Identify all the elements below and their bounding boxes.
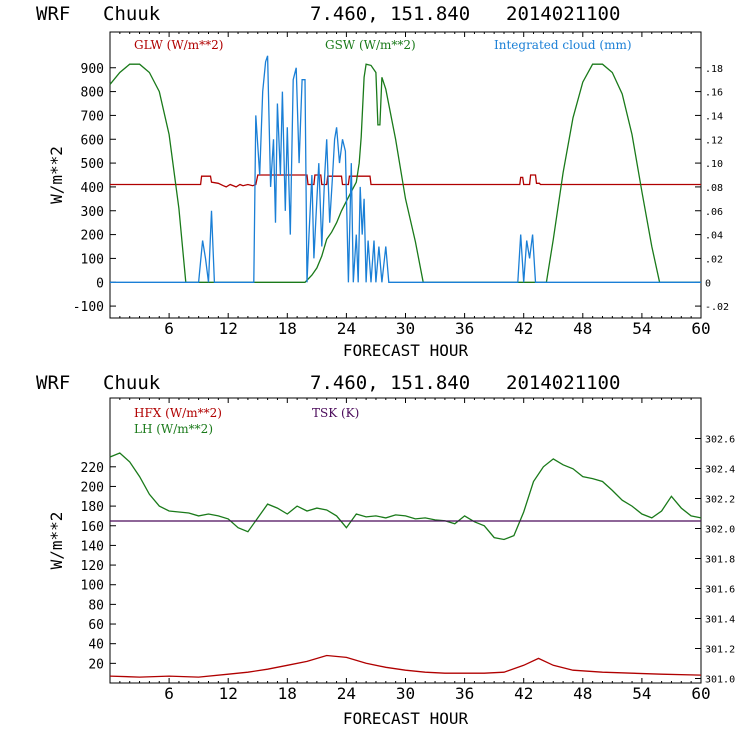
y-tick-label: 160 xyxy=(81,520,104,535)
y2-tick-label: .12 xyxy=(705,135,723,146)
x-tick-label: 6 xyxy=(164,319,174,338)
x-tick-label: 18 xyxy=(278,319,297,338)
x-tick-label: 60 xyxy=(691,319,710,338)
y2-tick-label: 301.8 xyxy=(705,555,735,566)
x-tick-label: 42 xyxy=(514,319,533,338)
x-tick-label: 12 xyxy=(219,319,238,338)
x-tick-label: 60 xyxy=(691,684,710,703)
x-tick-label: 12 xyxy=(219,684,238,703)
series-line-hfx xyxy=(109,654,702,678)
y2-tick-label: 301.2 xyxy=(705,645,735,656)
y2-tick-label: 301.0 xyxy=(705,675,735,686)
header-model: WRF xyxy=(36,3,70,25)
panel-1: WRF Chuuk 7.460, 151.840 2014021100 6 12 18 24 3… xyxy=(36,3,729,360)
legend-entry: TSK (K) xyxy=(312,406,359,420)
x-axis-label: FORECAST HOUR xyxy=(343,709,469,728)
y-tick-label: 180 xyxy=(81,500,104,515)
y2-tick-label: .04 xyxy=(705,231,723,242)
y-tick-label: 140 xyxy=(81,539,104,554)
y2-tick-label: .14 xyxy=(705,111,723,122)
y-tick-label: 900 xyxy=(81,62,104,77)
y-tick-label: 700 xyxy=(81,109,104,124)
header-run: 2014021100 xyxy=(506,372,620,394)
y-tick-label: 200 xyxy=(81,480,104,495)
y-tick-label: 40 xyxy=(88,638,104,653)
series-line-glw xyxy=(110,174,701,188)
header-station: Chuuk xyxy=(103,372,161,394)
x-tick-label: 30 xyxy=(396,684,415,703)
y2-tick-label: .08 xyxy=(705,183,723,194)
x-tick-label: 24 xyxy=(337,684,356,703)
series-line-integrated xyxy=(110,55,701,283)
y-tick-label: 100 xyxy=(81,252,104,267)
y-tick-label: 100 xyxy=(81,579,104,594)
y-tick-label: 80 xyxy=(88,598,104,613)
header-run: 2014021100 xyxy=(506,3,620,25)
legend-entry: Integrated cloud (mm) xyxy=(494,38,632,52)
plot-frame xyxy=(109,397,702,684)
legend-entry: GLW (W/m**2) xyxy=(134,38,223,52)
x-tick-label: 30 xyxy=(396,319,415,338)
x-tick-label: 54 xyxy=(632,319,651,338)
y2-tick-label: 302.0 xyxy=(705,525,735,536)
y2-tick-label: 302.2 xyxy=(705,495,735,506)
x-axis-label: FORECAST HOUR xyxy=(343,341,469,360)
x-tick-label: 42 xyxy=(514,684,533,703)
x-tick-label: 24 xyxy=(337,319,356,338)
header-station: Chuuk xyxy=(103,3,161,25)
legend-entry: GSW (W/m**2) xyxy=(325,38,416,52)
y2-tick-label: 302.6 xyxy=(705,435,735,446)
y-tick-label: 600 xyxy=(81,133,104,148)
header-coords: 7.460, 151.840 xyxy=(310,372,470,394)
x-tick-label: 48 xyxy=(573,684,592,703)
series-line-lh xyxy=(109,452,702,541)
y-tick-label: 400 xyxy=(81,181,104,196)
x-tick-label: 18 xyxy=(278,684,297,703)
y2-tick-label: 301.6 xyxy=(705,585,735,596)
y-tick-label: 220 xyxy=(81,461,104,476)
y2-tick-label: .16 xyxy=(705,88,723,99)
y-tick-label: 20 xyxy=(88,657,104,672)
y-tick-label: 200 xyxy=(81,229,104,244)
y2-tick-label: .10 xyxy=(705,159,723,170)
x-tick-label: 54 xyxy=(632,684,651,703)
y2-tick-label: 301.4 xyxy=(705,615,735,626)
y-axis-label: W/m**2 xyxy=(47,512,66,570)
header-model: WRF xyxy=(36,372,70,394)
y2-tick-label: .18 xyxy=(705,64,723,75)
y-tick-label: 300 xyxy=(81,205,104,220)
y2-tick-label: .02 xyxy=(705,254,723,265)
panel-2: WRF Chuuk 7.460, 151.840 2014021100 6 12 18 24 3… xyxy=(36,372,735,728)
legend-entry: LH (W/m**2) xyxy=(134,422,213,436)
header-coords: 7.460, 151.840 xyxy=(310,3,470,25)
x-tick-label: 36 xyxy=(455,319,474,338)
x-tick-label: 6 xyxy=(164,684,174,703)
y-tick-label: 60 xyxy=(88,618,104,633)
y-tick-label: 0 xyxy=(96,276,104,291)
y-axis-label: W/m**2 xyxy=(47,146,66,204)
y-tick-label: 800 xyxy=(81,86,104,101)
y-tick-label: 120 xyxy=(81,559,104,574)
y-tick-label: 500 xyxy=(81,157,104,172)
legend-entry: HFX (W/m**2) xyxy=(134,406,222,420)
y2-tick-label: 302.4 xyxy=(705,465,735,476)
y2-tick-label: 0 xyxy=(705,278,711,289)
x-tick-label: 48 xyxy=(573,319,592,338)
y2-tick-label: -.02 xyxy=(705,302,729,313)
series-line-gsw xyxy=(109,63,701,283)
y-tick-label: -100 xyxy=(73,300,104,315)
y2-tick-label: .06 xyxy=(705,207,723,218)
x-tick-label: 36 xyxy=(455,684,474,703)
